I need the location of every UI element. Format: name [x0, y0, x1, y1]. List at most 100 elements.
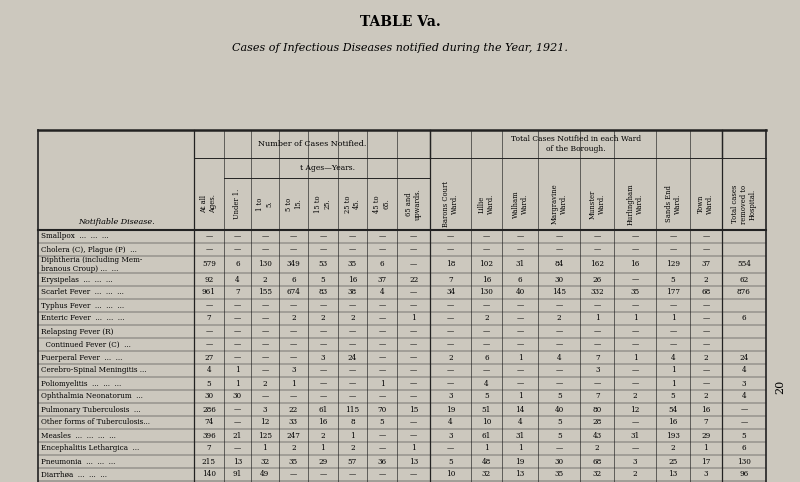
Text: —: —: [262, 314, 269, 322]
Text: —: —: [482, 302, 490, 309]
Text: Smallpox  ...  ...  ...: Smallpox ... ... ...: [41, 232, 109, 241]
Text: —: —: [702, 245, 710, 254]
Text: —: —: [206, 327, 213, 335]
Text: 13: 13: [233, 457, 242, 466]
Text: 35: 35: [289, 457, 298, 466]
Text: —: —: [631, 232, 638, 241]
Text: —: —: [702, 327, 710, 335]
Text: —: —: [702, 379, 710, 388]
Text: 2: 2: [703, 392, 708, 401]
Text: —: —: [378, 353, 386, 362]
Text: 18: 18: [446, 260, 455, 268]
Text: 24: 24: [348, 353, 357, 362]
Text: 37: 37: [378, 276, 386, 283]
Text: 2: 2: [262, 276, 267, 283]
Text: 1: 1: [518, 444, 522, 453]
Text: 80: 80: [593, 405, 602, 414]
Text: 48: 48: [482, 457, 491, 466]
Text: —: —: [517, 327, 524, 335]
Text: —: —: [740, 405, 747, 414]
Text: 6: 6: [235, 260, 240, 268]
Text: 30: 30: [554, 457, 564, 466]
Text: —: —: [262, 340, 269, 348]
Text: 6: 6: [484, 353, 489, 362]
Text: 14: 14: [515, 405, 525, 414]
Text: 4: 4: [235, 276, 240, 283]
Text: 24: 24: [739, 353, 749, 362]
Text: Scarlet Fever  ...  ...  ...: Scarlet Fever ... ... ...: [41, 289, 124, 296]
Text: —: —: [349, 366, 356, 375]
Text: 16: 16: [669, 418, 678, 427]
Text: —: —: [447, 327, 454, 335]
Text: —: —: [319, 379, 326, 388]
Text: —: —: [447, 444, 454, 453]
Text: —: —: [555, 245, 563, 254]
Text: —: —: [378, 444, 386, 453]
Text: 30: 30: [233, 392, 242, 401]
Text: 51: 51: [482, 405, 491, 414]
Text: 22: 22: [409, 276, 418, 283]
Text: 3: 3: [321, 353, 325, 362]
Text: —: —: [410, 260, 418, 268]
Text: 22: 22: [289, 405, 298, 414]
Text: —: —: [631, 340, 638, 348]
Text: —: —: [234, 418, 241, 427]
Text: 16: 16: [482, 276, 491, 283]
Text: 130: 130: [479, 289, 494, 296]
Text: —: —: [349, 245, 356, 254]
Text: 68: 68: [702, 289, 710, 296]
Text: 286: 286: [202, 405, 216, 414]
Text: —: —: [234, 353, 241, 362]
Text: —: —: [319, 245, 326, 254]
Text: —: —: [555, 232, 563, 241]
Text: —: —: [702, 302, 710, 309]
Text: —: —: [234, 327, 241, 335]
Text: —: —: [594, 245, 601, 254]
Text: 10: 10: [446, 470, 455, 479]
Text: 4: 4: [518, 418, 522, 427]
Text: 115: 115: [346, 405, 359, 414]
Text: 4: 4: [380, 289, 384, 296]
Text: 1: 1: [484, 444, 489, 453]
Text: 83: 83: [318, 289, 327, 296]
Text: —: —: [702, 366, 710, 375]
Text: —: —: [555, 444, 563, 453]
Text: —: —: [447, 245, 454, 254]
Text: —: —: [319, 302, 326, 309]
Text: 3: 3: [704, 470, 708, 479]
Text: Under 1.: Under 1.: [234, 189, 242, 219]
Text: 19: 19: [446, 405, 455, 414]
Text: 1: 1: [291, 379, 296, 388]
Text: —: —: [234, 302, 241, 309]
Text: 6: 6: [291, 276, 296, 283]
Text: —: —: [631, 379, 638, 388]
Text: —: —: [319, 366, 326, 375]
Text: 4: 4: [206, 366, 211, 375]
Text: 579: 579: [202, 260, 216, 268]
Text: 62: 62: [739, 276, 749, 283]
Text: 6: 6: [742, 444, 746, 453]
Text: Pulmonary Tuberculosis  ...: Pulmonary Tuberculosis ...: [41, 405, 141, 414]
Text: 40: 40: [554, 405, 564, 414]
Text: 674: 674: [286, 289, 300, 296]
Text: —: —: [555, 366, 563, 375]
Text: —: —: [447, 379, 454, 388]
Text: Total cases
removed to
Hospital.: Total cases removed to Hospital.: [730, 185, 757, 224]
Text: 177: 177: [666, 289, 680, 296]
Text: 40: 40: [515, 289, 525, 296]
Text: —: —: [670, 302, 677, 309]
Text: Town
Ward.: Town Ward.: [698, 194, 714, 214]
Text: 26: 26: [593, 276, 602, 283]
Text: —: —: [410, 431, 418, 440]
Text: —: —: [410, 245, 418, 254]
Text: 35: 35: [554, 470, 564, 479]
Text: 12: 12: [260, 418, 270, 427]
Text: 17: 17: [701, 457, 710, 466]
Text: Total Cases Notified in each Ward
of the Borough.: Total Cases Notified in each Ward of the…: [511, 135, 641, 153]
Text: 7: 7: [206, 444, 211, 453]
Text: 1: 1: [411, 444, 416, 453]
Text: 37: 37: [702, 260, 710, 268]
Text: 3: 3: [595, 366, 599, 375]
Text: —: —: [517, 245, 524, 254]
Text: Poliomyelitis  ...  ...  ...: Poliomyelitis ... ... ...: [41, 379, 122, 388]
